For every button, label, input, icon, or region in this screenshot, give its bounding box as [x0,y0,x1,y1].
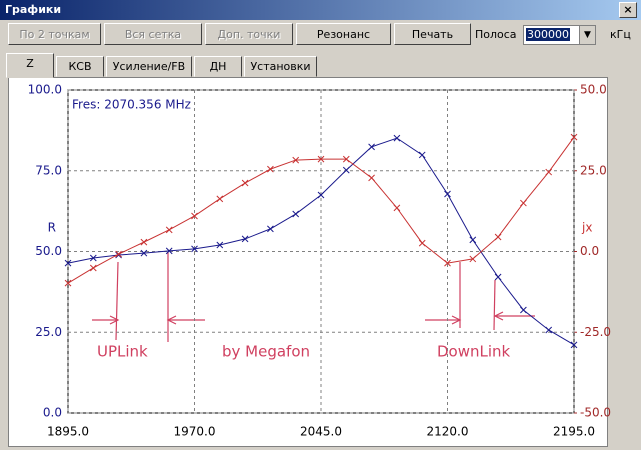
button[interactable]: Вся сетка [104,23,202,45]
point-marker [241,179,249,187]
x-tick-label: 2045.0 [300,425,342,439]
combo-arrow[interactable]: ▼ [579,26,595,44]
point-marker [241,235,249,243]
point-marker [292,156,300,164]
band-markers [92,252,535,342]
point-marker [494,273,502,281]
point-marker [191,212,198,220]
y2-tick-label: -50.0 [580,406,611,420]
tab[interactable]: Усиление/FB [106,56,192,77]
window-title: Графики [5,3,62,16]
point-marker [444,259,451,267]
button[interactable]: По 2 точкам [8,23,101,45]
title-bar: Графики × [0,0,641,20]
tab[interactable]: Z [6,53,54,78]
point-marker [140,249,148,257]
button[interactable]: Резонанс [296,23,391,45]
y-tick-label: 25.0 [35,325,62,339]
point-marker [89,254,97,262]
point-marker [570,133,578,141]
band-label: Полоса [475,28,517,41]
y-tick-label: 50.0 [35,244,62,258]
button[interactable]: Печать [394,23,471,45]
tab[interactable]: КСВ [56,56,104,77]
point-marker [469,236,477,244]
point-marker [418,239,426,247]
series-name: R [48,221,56,235]
point-marker [393,134,401,142]
x-tick-label: 1895.0 [47,425,89,439]
annotation: DownLink [437,343,511,361]
point-marker [64,259,72,267]
point-marker [494,233,502,241]
y2-tick-label: 25.0 [580,163,607,177]
point-marker [64,279,72,287]
point-marker [165,226,173,234]
y2-tick-label: 0.0 [580,244,599,258]
point-marker [342,155,350,163]
point-marker [393,204,401,212]
point-marker [317,191,325,199]
point-marker [115,250,122,258]
point-marker [216,241,224,249]
point-marker [444,190,451,198]
point-marker [368,174,375,182]
annotation: Fres: 2070.356 MHz [72,98,191,112]
point-marker [140,238,148,246]
point-marker [469,255,477,263]
annotation: UPLink [97,343,148,361]
annotation: by Megafon [222,343,310,361]
point-marker [267,165,274,173]
close-button[interactable]: × [619,2,637,18]
point-marker [89,264,97,272]
point-marker [317,155,325,163]
point-marker [545,168,553,176]
tab[interactable]: ДН [194,56,242,77]
point-marker [520,306,527,314]
point-marker [520,199,527,207]
band-unit: кГц [610,28,631,41]
band-combo[interactable]: 300000 ▼ [523,25,596,45]
band-value[interactable]: 300000 [526,28,570,41]
point-marker [216,195,224,203]
point-marker [342,166,350,174]
button[interactable]: Доп. точки [205,23,293,45]
series-name: jx [581,221,592,235]
point-marker [267,225,274,233]
point-marker [570,341,578,349]
point-marker [292,210,300,218]
point-marker [191,245,198,253]
x-tick-label: 1970.0 [174,425,216,439]
x-tick-label: 2195.0 [553,425,595,439]
point-marker [368,143,375,151]
y2-tick-label: -25.0 [580,325,611,339]
y-tick-label: 100.0 [28,83,62,97]
y-tick-label: 0.0 [43,406,62,420]
y-tick-label: 75.0 [35,163,62,177]
point-marker [545,326,553,334]
tab[interactable]: Установки [244,56,317,77]
chart-panel [8,77,608,447]
point-marker [165,247,173,255]
x-tick-label: 2120.0 [427,425,469,439]
point-marker [418,151,426,159]
y2-tick-label: 50.0 [580,83,607,97]
